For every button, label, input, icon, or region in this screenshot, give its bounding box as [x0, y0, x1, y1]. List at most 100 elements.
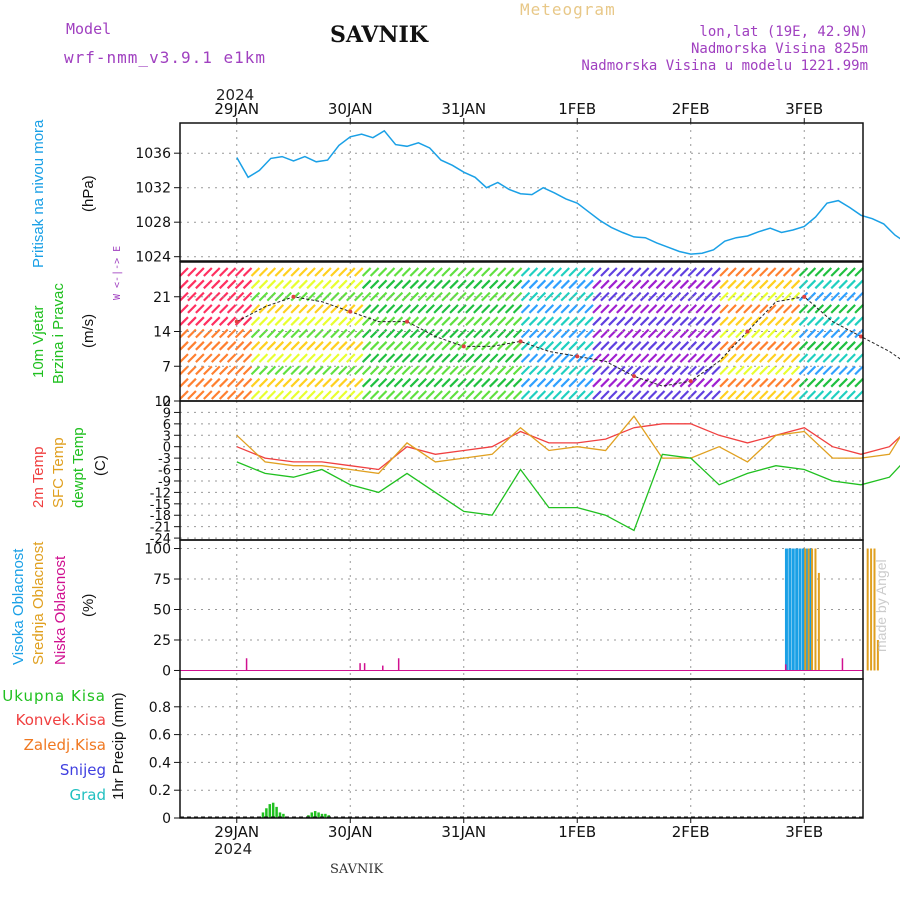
wind-barb [790, 353, 801, 363]
wind-barb [314, 390, 324, 400]
wind-barb [695, 377, 705, 388]
wind-barb [560, 377, 570, 388]
wind-barb [361, 377, 372, 388]
y-tick-label: 7 [162, 359, 171, 375]
wind-barb [568, 304, 578, 314]
wind-barb [195, 377, 205, 388]
wind-barb [361, 390, 372, 400]
wind-barb [218, 304, 229, 314]
wind-barb [782, 328, 793, 339]
panel-frame [179, 122, 864, 262]
wind-barb [488, 291, 499, 302]
wind-barb [830, 316, 841, 326]
wind-barb [226, 390, 237, 400]
wind-barb [242, 365, 253, 376]
wind-barb [282, 304, 293, 314]
wind-barb [711, 377, 721, 388]
wind-barb [250, 291, 261, 302]
wind-barb [727, 365, 737, 376]
wind-barb [616, 316, 626, 326]
wind-barb [346, 377, 356, 388]
wind-barb [473, 377, 483, 388]
wind-barb [512, 353, 523, 363]
wind-barb [822, 328, 833, 339]
legend-freezing-rain: Zaledj.Kisa [23, 736, 106, 754]
wind-barb [782, 353, 793, 363]
wind-gust-point [348, 309, 353, 314]
wind-barb [711, 341, 721, 351]
wind-barb [719, 304, 729, 314]
wind-barb [425, 316, 435, 326]
wind-barb [179, 365, 189, 376]
cloud-bar [397, 658, 400, 671]
wind-barb [631, 267, 642, 277]
wind-barb [854, 365, 864, 376]
wind-barb [338, 377, 348, 388]
wind-barb [330, 316, 340, 326]
wind-barb [560, 304, 570, 314]
y-tick-label: 100 [144, 542, 171, 558]
cloud-bar [245, 658, 248, 671]
precip-bar [320, 813, 324, 818]
wind-barb [242, 377, 253, 388]
wind-barb [409, 267, 420, 277]
wind-barb [814, 353, 825, 363]
wind-barb [290, 328, 300, 339]
wind-barb [473, 304, 483, 314]
wind-barb [465, 377, 475, 388]
wind-barb [608, 353, 618, 363]
wind-barb [735, 377, 745, 388]
wind-barb [846, 341, 856, 351]
wind-barb [496, 304, 507, 314]
cloud-bar [795, 548, 799, 671]
wind-barb [790, 291, 801, 302]
wind-barb [218, 390, 229, 400]
wind-barb [584, 353, 594, 363]
wind-barb [711, 353, 721, 363]
wind-barb [703, 353, 713, 363]
x-tick-label-bottom: 31JAN [441, 823, 486, 841]
wind-barb [727, 390, 737, 400]
wind-barb [671, 279, 682, 290]
wind-barb [727, 316, 737, 326]
wind-barb [282, 365, 293, 376]
wind-barb [766, 316, 777, 326]
wind-barb [528, 353, 539, 363]
wind-barb [512, 304, 523, 314]
wind-barb [703, 365, 713, 376]
wind-barb [218, 328, 229, 339]
wind-barb [377, 365, 388, 376]
wind-barb [393, 341, 404, 351]
wind-barb [671, 377, 682, 388]
footer-station: SAVNIK [330, 862, 384, 877]
wind-barb [290, 304, 300, 314]
wind-barb [608, 390, 618, 400]
wind-barb [441, 304, 451, 314]
wind-barb [711, 328, 721, 339]
wind-barb [544, 291, 555, 302]
x-tick-label-bottom: 1FEB [558, 823, 596, 841]
wind-barb [774, 316, 785, 326]
wind-barb [592, 353, 602, 363]
y-tick-label: 1024 [135, 250, 171, 266]
wind-barb [258, 377, 269, 388]
wind-barb [790, 279, 801, 290]
wind-barb [623, 279, 634, 290]
wind-barb [679, 365, 690, 376]
wind-barb [203, 390, 213, 400]
wind-barb [647, 304, 658, 314]
wind-barb [655, 365, 666, 376]
wind-barb [600, 377, 610, 388]
wind-barb [441, 390, 451, 400]
wind-barb [258, 353, 269, 363]
wind-barb [552, 316, 563, 326]
wind-barb [449, 377, 459, 388]
wind-barb [623, 304, 634, 314]
wind-barb [520, 267, 531, 277]
wind-barb [560, 267, 570, 277]
x-tick-label-bottom: 29JAN [214, 823, 259, 841]
wind-barb [679, 279, 690, 290]
wind-barb [552, 279, 563, 290]
wind-barb [195, 353, 205, 363]
wind-barb [774, 365, 785, 376]
